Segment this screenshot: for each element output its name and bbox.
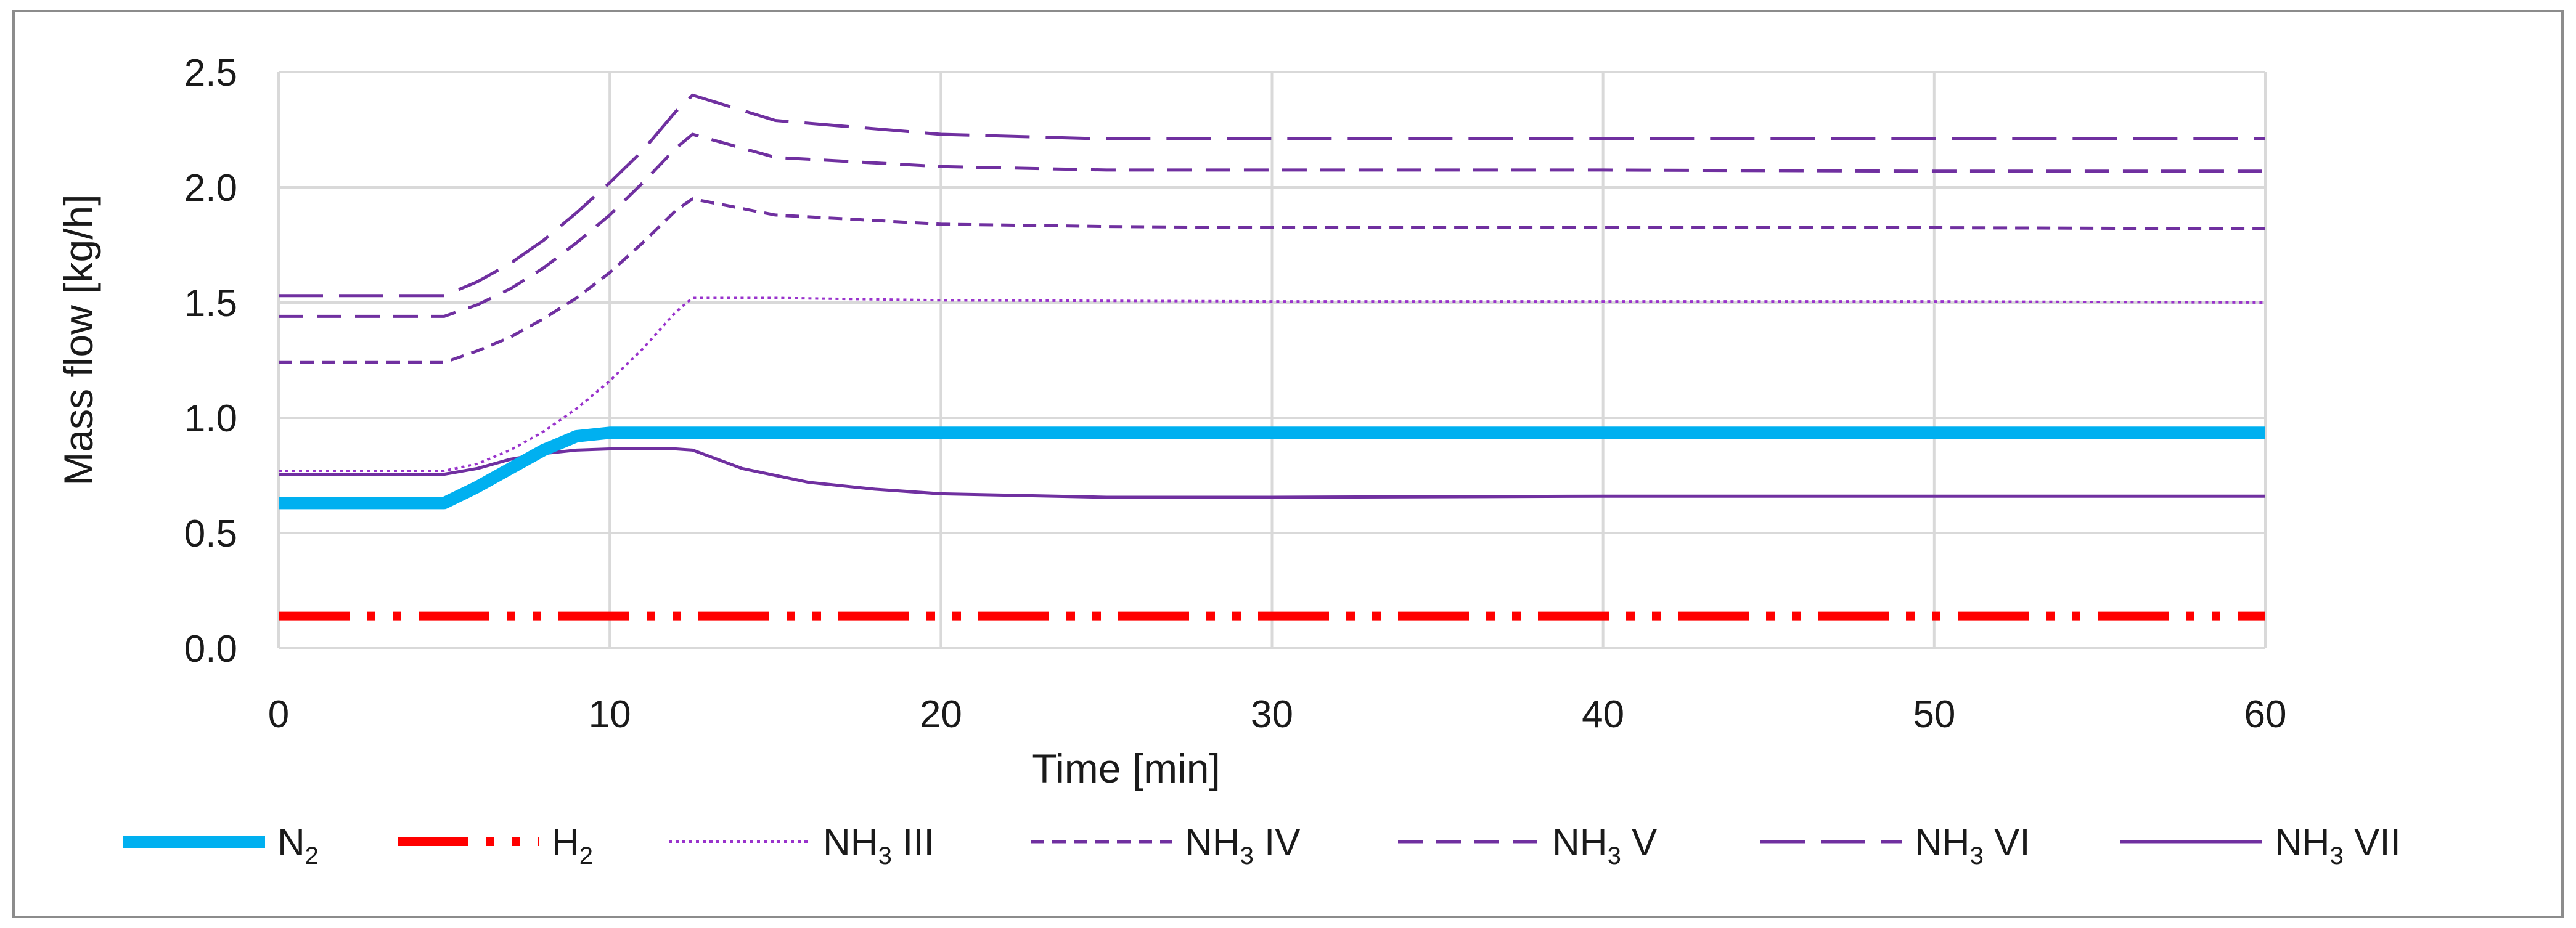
legend-label: NH3 V (1552, 821, 1658, 869)
chart-frame (12, 10, 2564, 918)
legend-label-main: N (277, 821, 305, 864)
legend-item: NH3 V (1398, 821, 1658, 869)
series-line-nh3-iv (279, 197, 2266, 364)
legend-label: NH3 VI (1915, 821, 2030, 869)
legend-label-subscript: 2 (579, 842, 593, 869)
y-tick-label: 1.5 (184, 282, 237, 325)
grid-lines (277, 71, 2267, 649)
series-line-n2 (279, 426, 2265, 510)
x-tick-label: 10 (589, 693, 631, 736)
legend-label: N2 (277, 821, 319, 869)
legend-label: NH3 III (823, 821, 934, 869)
legend-label-main: NH (1185, 821, 1240, 864)
legend-label-subscript: 2 (305, 842, 319, 869)
x-tick-label: 60 (2244, 693, 2287, 736)
x-tick-label: 0 (268, 693, 289, 736)
legend-item: H2 (398, 821, 593, 869)
series-lines (279, 93, 2266, 621)
legend-item: N2 (123, 821, 319, 869)
y-tick-label: 2.5 (184, 52, 237, 94)
legend-label-subscript: 3 (878, 842, 892, 869)
series-line-nh3-v (279, 132, 2265, 318)
y-tick-label: 1.0 (184, 397, 237, 440)
legend-label-main: H (552, 821, 579, 864)
legend-label-suffix: VII (2344, 821, 2401, 864)
x-tick-label: 20 (920, 693, 962, 736)
x-tick-label: 40 (1582, 693, 1624, 736)
legend-label: NH3 IV (1185, 821, 1301, 869)
legend: N2 H2 NH3 III NH3 IV NH3 V NH3 VI NH3 VII (123, 821, 2401, 869)
legend-label-subscript: 3 (1970, 842, 1984, 869)
y-axis-title: Mass flow [kg/h] (55, 194, 101, 486)
y-tick-label: 2.0 (184, 167, 237, 210)
legend-label: H2 (552, 821, 593, 869)
legend-label-main: NH (823, 821, 878, 864)
legend-label-suffix: IV (1254, 821, 1301, 864)
legend-label: NH3 VII (2275, 821, 2401, 869)
legend-label-suffix: V (1621, 821, 1658, 864)
legend-label-suffix: III (892, 821, 934, 864)
x-tick-label: 30 (1251, 693, 1293, 736)
series-line-nh3-vii (279, 447, 2265, 499)
legend-label-main: NH (2275, 821, 2330, 864)
x-axis-ticks: 0 10 20 30 40 50 60 (268, 693, 2287, 736)
legend-label-subscript: 3 (1240, 842, 1254, 869)
legend-item: NH3 III (669, 821, 934, 869)
legend-label-suffix: VI (1984, 821, 2030, 864)
series-line-nh3-iii (279, 296, 2266, 472)
x-axis-title: Time [min] (1032, 746, 1221, 791)
y-tick-label: 0.5 (184, 513, 237, 555)
legend-label-main: NH (1915, 821, 1970, 864)
legend-label-main: NH (1552, 821, 1608, 864)
y-axis-ticks: 0.0 0.5 1.0 1.5 2.0 2.5 (184, 52, 237, 670)
y-tick-label: 0.0 (184, 628, 237, 670)
x-tick-label: 50 (1913, 693, 1955, 736)
legend-item: NH3 VI (1760, 821, 2030, 869)
legend-label-subscript: 3 (1608, 842, 1621, 869)
legend-item: NH3 VII (2120, 821, 2401, 869)
series-line-nh3-vi (279, 93, 2265, 298)
legend-item: NH3 IV (1031, 821, 1301, 869)
legend-label-subscript: 3 (2330, 842, 2344, 869)
